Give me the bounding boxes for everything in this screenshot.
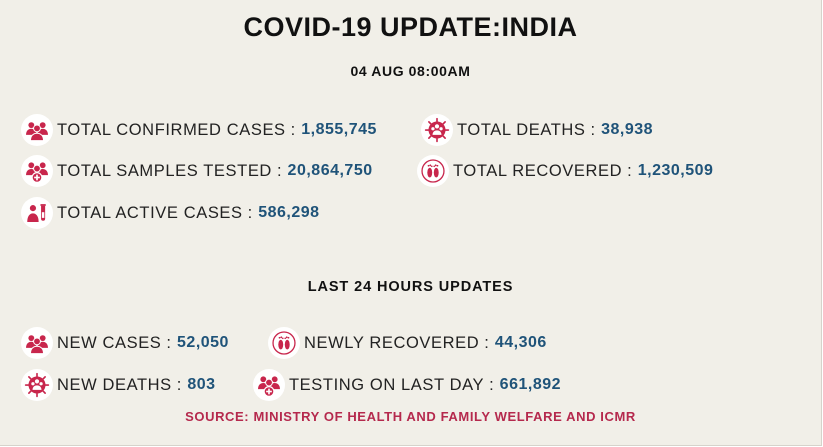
virus-people-icon (421, 114, 453, 146)
stat-label: TOTAL SAMPLES TESTED (57, 161, 272, 180)
people-plus-icon (253, 369, 285, 401)
stat-total-recovered: TOTAL RECOVERED : 1,230,509 (417, 155, 713, 187)
stat-value: 1,855,745 (301, 121, 377, 138)
stat-value: 52,050 (177, 334, 229, 351)
stat-value: 44,306 (494, 334, 547, 351)
stat-label: TOTAL DEATHS (457, 120, 586, 139)
stat-label: TOTAL ACTIVE CASES (57, 203, 243, 222)
stat-label: NEW CASES (57, 333, 162, 352)
stat-value: 1,230,509 (637, 162, 714, 179)
stat-value: 38,938 (601, 121, 654, 138)
stat-value: 803 (187, 376, 216, 393)
separator: : (276, 161, 282, 180)
stat-label: TOTAL CONFIRMED CASES (57, 120, 286, 139)
separator: : (290, 120, 296, 139)
stat-value: 20,864,750 (287, 162, 373, 179)
stat-value: 661,892 (499, 376, 562, 393)
separator: : (627, 161, 632, 180)
separator: : (484, 333, 489, 352)
stat-label: NEWLY RECOVERED (304, 333, 480, 352)
separator: : (489, 375, 494, 394)
stat-value: 586,298 (258, 204, 320, 221)
stat-new-deaths: NEW DEATHS : 803 (21, 369, 216, 401)
last-24-hours-heading: LAST 24 HOURS UPDATES (307, 279, 514, 295)
stat-label: TOTAL RECOVERED (453, 161, 623, 180)
people-group-icon (21, 327, 53, 359)
stat-total-deaths: TOTAL DEATHS : 38,938 (421, 114, 653, 146)
separator: : (176, 375, 182, 394)
separator: : (166, 333, 172, 352)
stat-total-confirmed: TOTAL CONFIRMED CASES : 1,855,745 (21, 114, 377, 146)
people-group-icon (21, 114, 53, 146)
stat-new-cases: NEW CASES : 52,050 (21, 327, 229, 359)
footprints-icon (417, 155, 449, 187)
footprints-icon (268, 327, 300, 359)
virus-people-icon (21, 369, 53, 401)
stat-total-tested: TOTAL SAMPLES TESTED : 20,864,750 (21, 155, 373, 187)
stat-testing-last-day: TESTING ON LAST DAY : 661,892 (253, 369, 561, 401)
page-title: COVID-19 UPDATE:INDIA (243, 12, 578, 42)
separator: : (590, 120, 596, 139)
stat-label: NEW DEATHS (57, 375, 172, 394)
stat-newly-recovered: NEWLY RECOVERED : 44,306 (268, 327, 547, 359)
stat-total-active: TOTAL ACTIVE CASES : 586,298 (21, 197, 320, 229)
person-test-tube-icon (21, 197, 53, 229)
source-note: SOURCE: MINISTRY OF HEALTH AND FAMILY WE… (185, 409, 636, 424)
stat-label: TESTING ON LAST DAY (289, 375, 485, 394)
people-plus-icon (21, 155, 53, 187)
separator: : (247, 203, 253, 222)
update-timestamp: 04 AUG 08:00AM (350, 63, 471, 79)
